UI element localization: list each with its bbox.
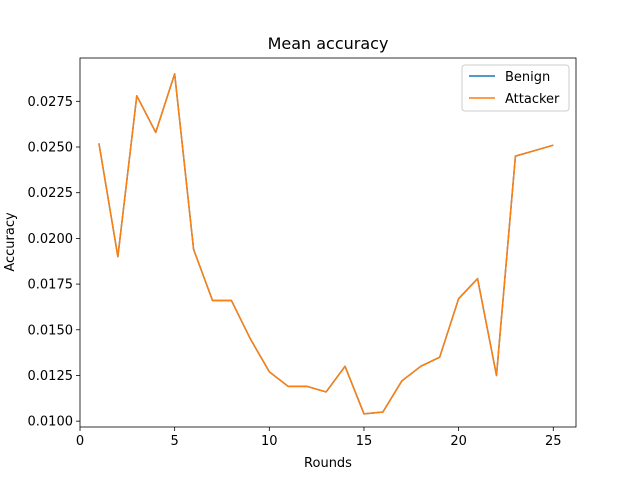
x-tick-label: 0: [76, 434, 84, 449]
x-axis-label: Rounds: [304, 456, 352, 471]
y-tick-label: 0.0275: [28, 95, 74, 110]
legend: Benign Attacker: [461, 64, 570, 112]
y-tick-label: 0.0125: [28, 369, 74, 384]
legend-label-attacker: Attacker: [505, 92, 560, 107]
x-tick-label: 25: [545, 434, 562, 449]
plot-area: [79, 57, 577, 428]
x-axis-ticks: 0 5 10 15 20 25: [76, 427, 562, 449]
legend-label-benign: Benign: [505, 70, 550, 85]
x-tick-label: 5: [171, 434, 179, 449]
y-tick-label: 0.0150: [28, 323, 74, 338]
chart-title: Mean accuracy: [268, 34, 389, 53]
y-tick-label: 0.0100: [28, 415, 74, 430]
y-axis-ticks: 0.0100 0.0125 0.0150 0.0175 0.0200 0.0225 0.02…: [28, 95, 80, 430]
y-tick-label: 0.0250: [28, 141, 74, 156]
y-tick-label: 0.0175: [28, 278, 74, 293]
x-tick-label: 10: [261, 434, 278, 449]
plot-frame: [79, 57, 577, 428]
y-tick-label: 0.0200: [28, 232, 74, 247]
x-tick-label: 20: [450, 434, 467, 449]
x-tick-label: 15: [356, 434, 373, 449]
series-line-attacker: [98, 73, 554, 415]
y-axis-label: Accuracy: [3, 212, 18, 272]
y-tick-label: 0.0225: [28, 186, 74, 201]
